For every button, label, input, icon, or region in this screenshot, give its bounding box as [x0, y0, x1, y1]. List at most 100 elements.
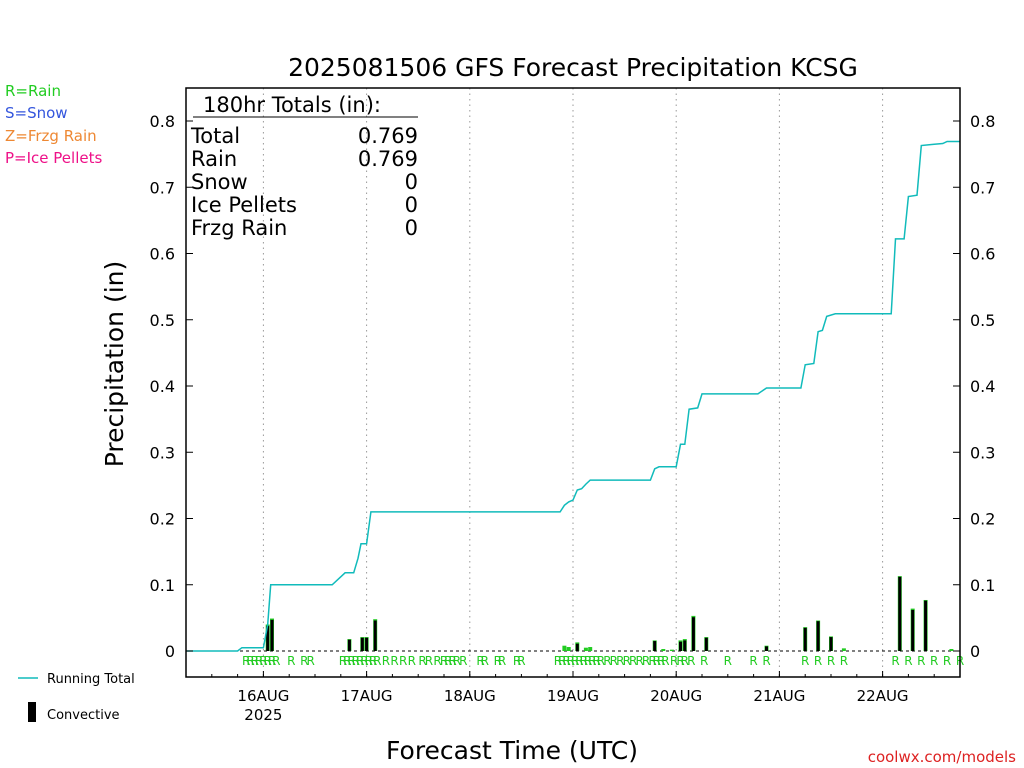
legend-snow: S=Snow — [5, 104, 68, 122]
ptype-mark: R — [904, 654, 912, 668]
ptype-mark: R — [476, 654, 484, 668]
totals-box: 180hr Totals (in): Total 0.769 Rain 0.769 Sn… — [190, 93, 418, 240]
ptype-mark: R — [635, 654, 643, 668]
ptype-mark: R — [891, 654, 899, 668]
ptype-mark: R — [287, 654, 295, 668]
x-tick-label-5: 21AUG — [753, 687, 805, 705]
ptype-mark: R — [661, 654, 669, 668]
ptype-mark: R — [917, 654, 925, 668]
ptype-mark: R — [382, 654, 390, 668]
y-axis-ticks: 0 00.1 0.10.2 0.20.3 0.30.4 0.40.5 0.50.6 0.60.… — [150, 112, 996, 661]
ptype-mark: R — [681, 654, 689, 668]
ptype-mark: R — [300, 654, 308, 668]
grid-lines — [262, 88, 884, 677]
ptype-mark: R — [762, 654, 770, 668]
totals-label: Rain — [191, 147, 237, 171]
ptype-mark: R — [642, 654, 650, 668]
running-total-series — [186, 140, 960, 652]
y-tick-label-left-2: 0.2 — [150, 510, 175, 529]
ptype-mark: R — [554, 654, 562, 668]
ptype-mark: R — [255, 654, 263, 668]
convective-bar — [898, 576, 902, 651]
ptype-mark: R — [440, 654, 448, 668]
convective-bar — [924, 600, 928, 651]
ptype-mark: R — [724, 654, 732, 668]
chart-title: 2025081506 GFS Forecast Precipitation KC… — [288, 53, 858, 82]
y-tick-label-right-7: 0.7 — [970, 178, 995, 197]
ptype-mark: R — [562, 654, 570, 668]
ptype-mark: R — [676, 654, 684, 668]
y-tick-label-right-6: 0.6 — [970, 245, 995, 264]
ptype-mark: R — [259, 654, 267, 668]
convective-bar — [704, 637, 708, 651]
convective-bar — [653, 641, 657, 651]
y-tick-label-left-0: 0 — [165, 642, 175, 661]
credit-text: coolwx.com/models — [868, 748, 1016, 766]
ptype-mark: R — [481, 654, 489, 668]
ptype-mark: R — [264, 654, 272, 668]
precip-bar — [669, 649, 674, 651]
ptype-mark: R — [453, 654, 461, 668]
ptype-mark: R — [373, 654, 381, 668]
ptype-mark: R — [580, 654, 588, 668]
ptype-mark: R — [616, 654, 624, 668]
y-axis-label: Precipitation (in) — [100, 261, 129, 468]
ptype-mark: R — [571, 654, 579, 668]
ptype-mark: R — [356, 654, 364, 668]
convective-bar — [373, 620, 377, 651]
totals-value: 0 — [405, 170, 418, 194]
y-tick-label-left-7: 0.7 — [150, 178, 175, 197]
convective-bar — [679, 641, 682, 651]
convective-bar — [683, 640, 687, 651]
y-tick-label-left-3: 0.3 — [150, 443, 175, 462]
totals-value: 0.769 — [358, 124, 418, 148]
ptype-mark: R — [558, 654, 566, 668]
ptype-legend: R=Rain S=Snow Z=Frzg Rain P=Ice Pellets — [5, 82, 102, 167]
ptype-mark: R — [930, 654, 938, 668]
ptype-mark: R — [448, 654, 456, 668]
ptype-mark: R — [444, 654, 452, 668]
totals-header: 180hr Totals (in): — [203, 93, 381, 117]
ptype-mark: R — [603, 654, 611, 668]
convective-bar — [347, 639, 351, 651]
precip-bars — [186, 576, 960, 652]
ptype-mark: R — [597, 654, 605, 668]
y-tick-label-left-6: 0.6 — [150, 245, 175, 264]
ptype-mark: R — [343, 654, 351, 668]
ptype-mark: R — [943, 654, 951, 668]
ptype-mark: R — [827, 654, 835, 668]
convective-bar — [360, 637, 364, 651]
ptype-mark: R — [459, 654, 467, 668]
ptype-mark: R — [801, 654, 809, 668]
ptype-mark: R — [494, 654, 502, 668]
convective-bar — [816, 621, 820, 651]
ptype-mark: R — [517, 654, 525, 668]
ptype-mark: R — [369, 654, 377, 668]
ptype-mark: R — [242, 654, 250, 668]
ptype-mark: R — [399, 654, 407, 668]
legend-ice-pellets: P=Ice Pellets — [5, 149, 102, 167]
y-tick-label-right-8: 0.8 — [970, 112, 995, 131]
convective-bar — [691, 617, 695, 651]
convective-bar — [365, 637, 369, 651]
y-tick-label-right-0: 0 — [970, 642, 980, 661]
ptype-mark: R — [653, 654, 661, 668]
x-tick-label-3: 19AUG — [547, 687, 599, 705]
totals-value: 0.769 — [358, 147, 418, 171]
y-tick-label-right-2: 0.2 — [970, 510, 995, 529]
legend-frzg-rain: Z=Frzg Rain — [5, 127, 97, 145]
convective-bar — [829, 637, 833, 651]
x-axis-label: Forecast Time (UTC) — [386, 736, 638, 765]
ptype-mark: R — [567, 654, 575, 668]
totals-label: Ice Pellets — [191, 193, 297, 217]
x-tick-label-1: 17AUG — [341, 687, 393, 705]
ptype-mark: R — [390, 654, 398, 668]
totals-rows: Total 0.769 Rain 0.769 Snow 0 Ice Pellets 0 Frzg… — [190, 124, 418, 240]
precip-bar — [661, 649, 666, 651]
x-tick-label-2: 18AUG — [444, 687, 496, 705]
ptype-mark: R — [584, 654, 592, 668]
convective-bar — [803, 627, 807, 651]
precip-bar — [588, 647, 593, 651]
